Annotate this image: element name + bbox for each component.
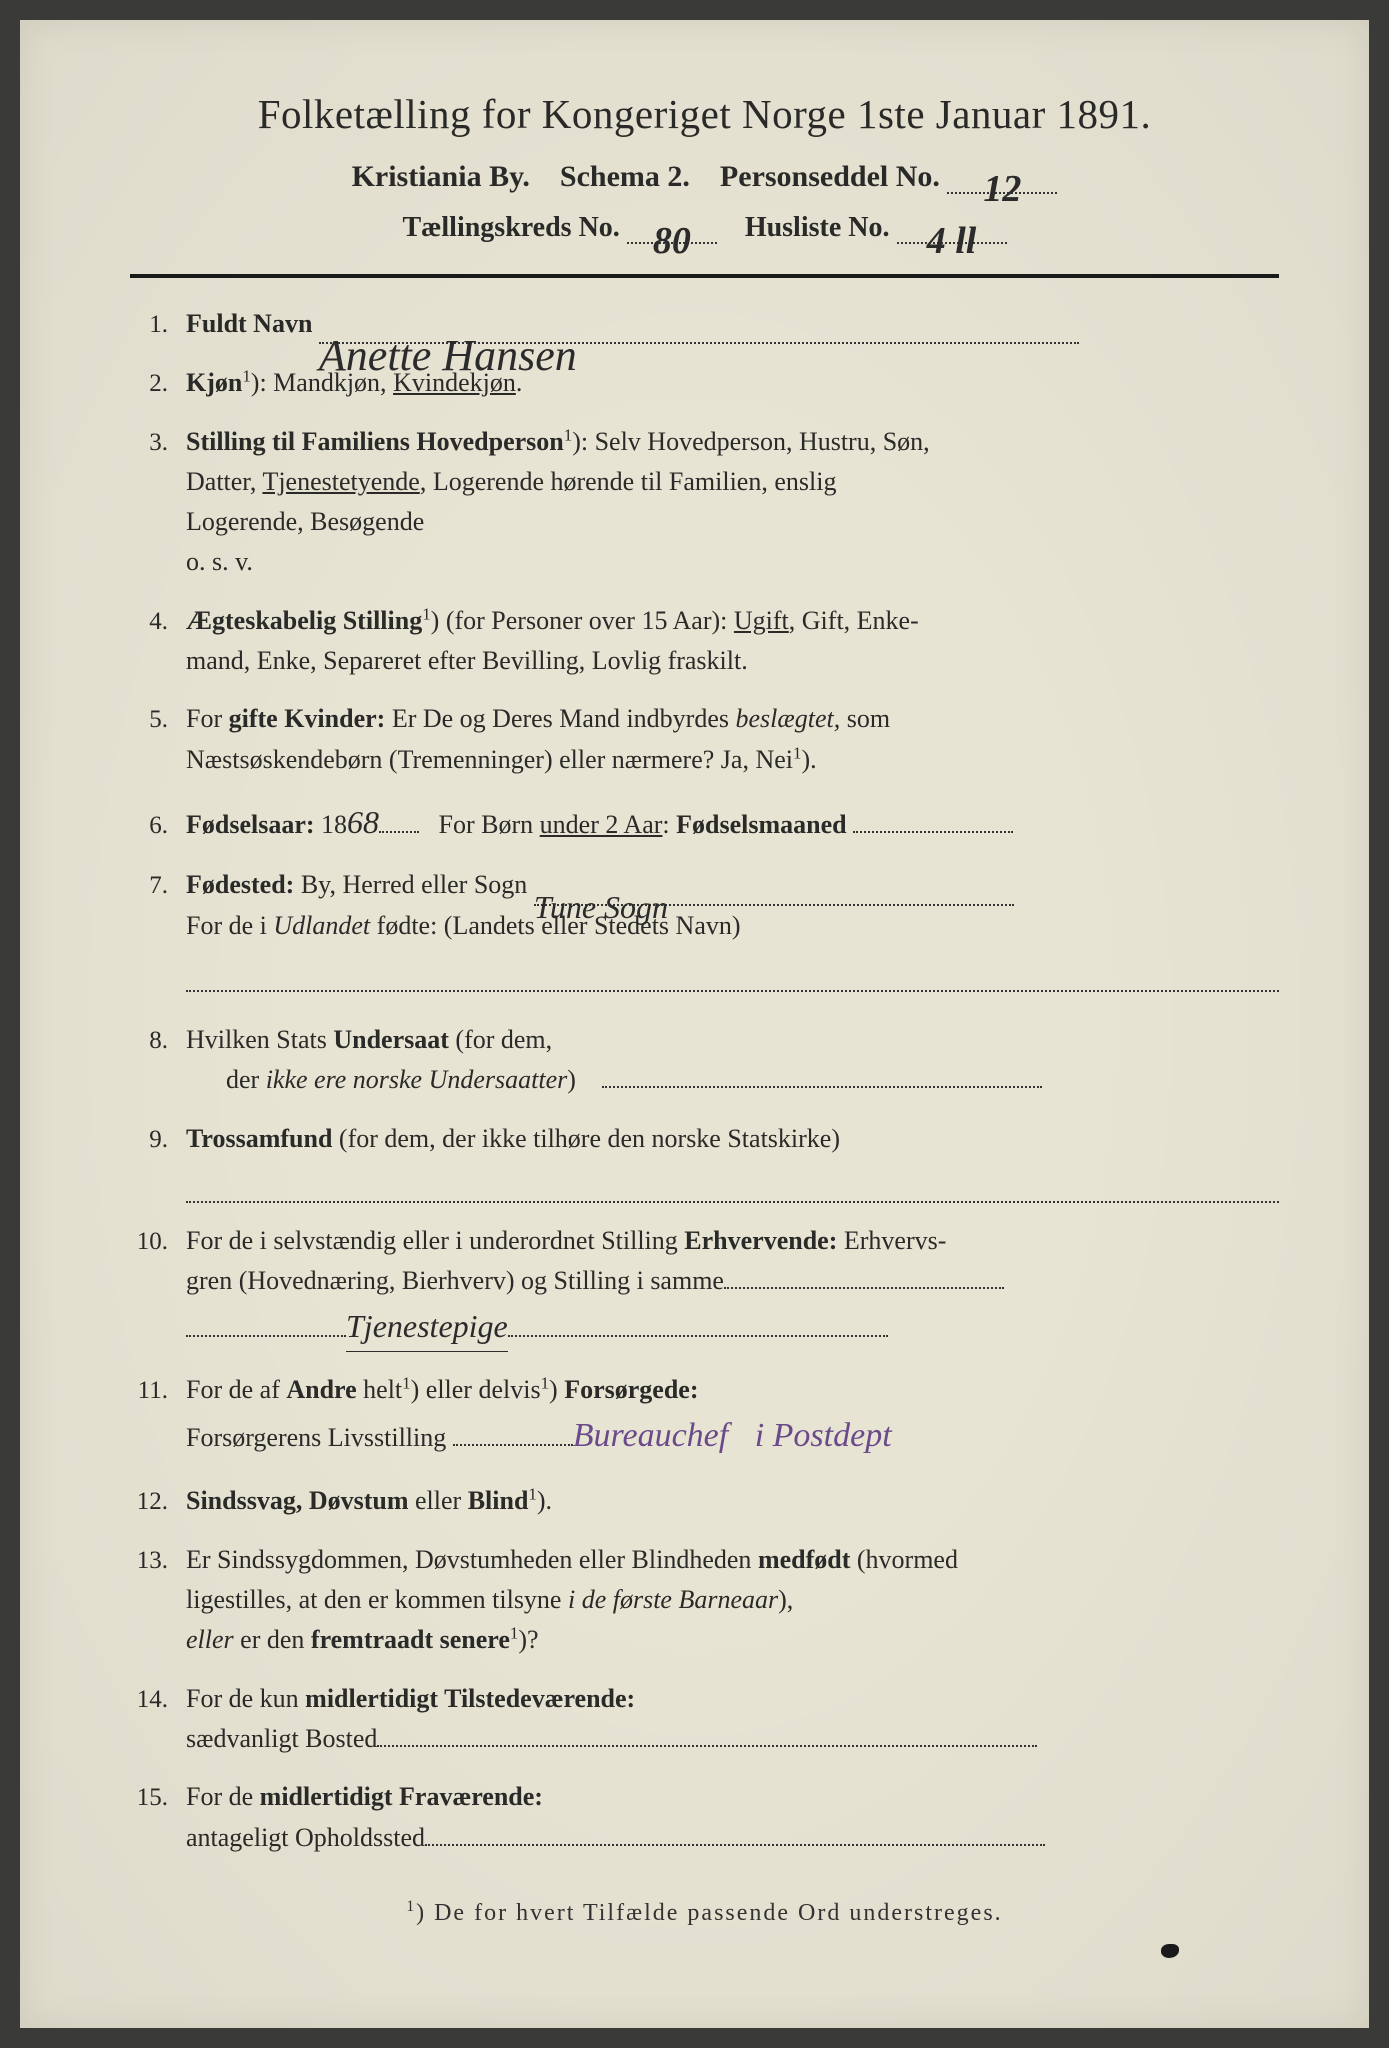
row-num: 10. (130, 1223, 186, 1262)
form-body: 1. Fuldt Navn Anette Hansen 2. Kjøn1): M… (130, 304, 1279, 1858)
row-10: 10. For de i selvstændig eller i underor… (130, 1221, 1279, 1352)
husliste-value: 4 ll (927, 219, 977, 263)
row-num: 4. (130, 603, 186, 642)
provider-value-2: i Postdept (755, 1410, 892, 1463)
husliste-label: Husliste No. (745, 212, 890, 243)
ink-spot-icon (1161, 1944, 1179, 1958)
row-num: 2. (130, 365, 186, 404)
subtitle-line-1: Kristiania By. Schema 2. Personseddel No… (130, 160, 1279, 194)
field-label: Fødselsaar: (186, 810, 315, 839)
subtitle-line-2: Tællingskreds No. 80 Husliste No. 4 ll (130, 212, 1279, 244)
schema-label: Schema 2. (560, 160, 690, 193)
row-num: 15. (130, 1779, 186, 1818)
personseddel-value: 12 (983, 167, 1021, 211)
field-label: Fødested: (186, 870, 294, 899)
row-5: 5. For gifte Kvinder: Er De og Deres Man… (130, 699, 1279, 780)
occupation-value: Tjenestepige (346, 1302, 508, 1353)
row-num: 5. (130, 701, 186, 740)
row-2: 2. Kjøn1): Mandkjøn, Kvindekjøn. (130, 363, 1279, 404)
field-label: gifte Kvinder: (229, 704, 386, 733)
field-label: Kjøn (186, 368, 242, 397)
row-11: 11. For de af Andre helt1) eller delvis1… (130, 1370, 1279, 1463)
personseddel-label: Personseddel No. (720, 160, 940, 193)
field-label: Ægteskabelig Stilling (186, 606, 422, 635)
main-title: Folketælling for Kongeriget Norge 1ste J… (130, 90, 1279, 138)
row-num: 9. (130, 1121, 186, 1160)
row-num: 12. (130, 1483, 186, 1522)
row-num: 7. (130, 867, 186, 906)
footnote: 1) De for hvert Tilfælde passende Ord un… (130, 1898, 1279, 1927)
selected-option: Tjenestetyende (262, 467, 419, 496)
row-13: 13. Er Sindssygdommen, Døvstumheden elle… (130, 1540, 1279, 1661)
row-14: 14. For de kun midlertidigt Tilstedevære… (130, 1679, 1279, 1760)
row-num: 1. (130, 306, 186, 345)
row-15: 15. For de midlertidigt Fraværende: anta… (130, 1777, 1279, 1858)
row-6: 6. Fødselsaar: 1868 For Børn under 2 Aar… (130, 798, 1279, 848)
city-label: Kristiania By. (352, 160, 530, 193)
row-num: 3. (130, 424, 186, 463)
divider (130, 274, 1279, 278)
row-9: 9. Trossamfund (for dem, der ikke tilhør… (130, 1119, 1279, 1203)
row-num: 11. (130, 1372, 186, 1411)
selected-option: Ugift (734, 606, 789, 635)
field-label: Stilling til Familiens Hovedperson (186, 427, 564, 456)
row-8: 8. Hvilken Stats Undersaat (for dem, der… (130, 1020, 1279, 1101)
row-num: 14. (130, 1681, 186, 1720)
row-7: 7. Fødested: By, Herred eller Sogn Tune … (130, 865, 1279, 992)
name-value: Anette Hansen (319, 322, 577, 390)
birthplace-value: Tune Sogn (534, 883, 668, 933)
row-3: 3. Stilling til Familiens Hovedperson1):… (130, 422, 1279, 583)
provider-value: Bureauchef (573, 1410, 728, 1463)
census-form-page: Folketælling for Kongeriget Norge 1ste J… (20, 20, 1369, 2028)
field-label: Fuldt Navn (186, 309, 312, 338)
kreds-label: Tællingskreds No. (402, 212, 619, 243)
row-4: 4. Ægteskabelig Stilling1) (for Personer… (130, 601, 1279, 682)
row-num: 6. (130, 807, 186, 846)
row-num: 8. (130, 1022, 186, 1061)
field-label: Trossamfund (186, 1124, 332, 1153)
row-1: 1. Fuldt Navn Anette Hansen (130, 304, 1279, 345)
kreds-value: 80 (653, 219, 691, 263)
year-value: 68 (347, 798, 379, 848)
row-12: 12. Sindssvag, Døvstum eller Blind1). (130, 1481, 1279, 1522)
row-num: 13. (130, 1542, 186, 1581)
